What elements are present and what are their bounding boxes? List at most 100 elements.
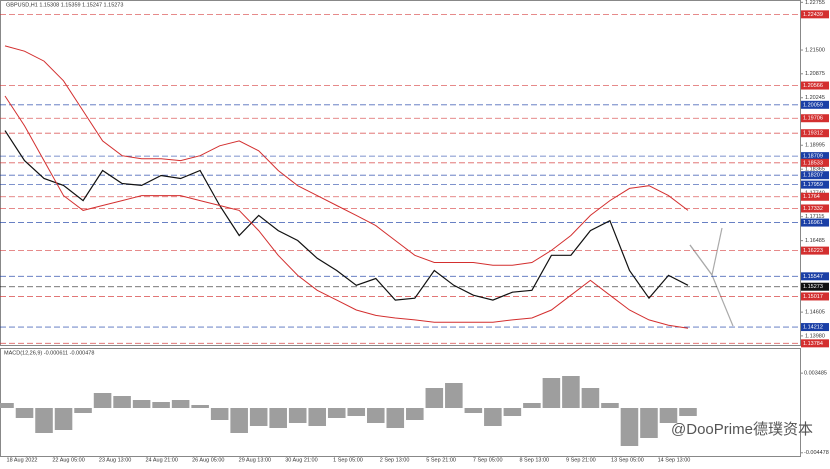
series-line — [4, 95, 689, 329]
level-label: 1.20566 — [803, 83, 823, 89]
level-label: 1.17959 — [803, 182, 823, 188]
histogram-bar — [425, 388, 444, 408]
histogram-bar — [386, 408, 405, 428]
symbol-info: GBPUSD,H1 1.15308 1.15359 1.15247 1.1527… — [6, 2, 123, 8]
x-tick-label: 13 Sep 05:00 — [611, 457, 644, 463]
y-tick-label: 1.18995 — [805, 143, 825, 149]
x-tick-label: 7 Sep 05:00 — [473, 457, 503, 463]
level-tag — [801, 218, 829, 227]
y-tick-label: 1.20875 — [805, 71, 825, 77]
histogram-bar — [249, 408, 268, 426]
y-tick-label: 1.21500 — [805, 47, 825, 53]
level-label: 1.13784 — [803, 341, 823, 347]
histogram-bar — [288, 408, 307, 423]
level-tag — [801, 292, 829, 301]
y-tick-label: 1.18365 — [805, 167, 825, 173]
y-tick-label: 1.13980 — [805, 333, 825, 339]
x-tick-label: 8 Sep 13:00 — [519, 457, 549, 463]
histogram-bar — [484, 408, 502, 426]
level-tag — [801, 323, 829, 332]
y-tick-label: 1.22755 — [805, 0, 825, 6]
histogram-bar — [210, 408, 229, 420]
histogram-bar — [132, 400, 151, 408]
histogram-bar — [581, 388, 600, 408]
x-tick-label: 24 Aug 21:00 — [146, 457, 178, 463]
y-tick-label: 1.17115 — [805, 214, 824, 220]
level-label: 1.15017 — [803, 294, 823, 300]
x-tick-label: 14 Sep 13:00 — [658, 457, 691, 463]
level-tag — [801, 282, 829, 291]
macd-title: MACD(12,26,9) -0.000611 -0.000478 — [4, 350, 94, 356]
level-label: 1.16223 — [803, 248, 823, 254]
histogram-bar — [0, 403, 14, 408]
level-label: 1.16961 — [803, 220, 823, 226]
x-tick-label: 23 Aug 13:00 — [99, 457, 131, 463]
level-tag — [801, 272, 829, 281]
level-label: 1.19312 — [803, 131, 823, 137]
watermark: @DooPrime德璞资本 — [671, 420, 813, 438]
level-tag — [801, 158, 829, 167]
histogram-bar — [230, 408, 248, 433]
histogram-bar — [113, 396, 131, 408]
histogram-bar — [269, 408, 287, 428]
level-label: 1.18709 — [803, 154, 823, 160]
y-tick-label: 1.20245 — [805, 95, 825, 101]
level-label: 1.17332 — [803, 206, 823, 212]
level-tag — [801, 10, 829, 19]
level-tag — [801, 100, 829, 109]
histogram-bar — [562, 376, 580, 408]
arrow-down — [689, 244, 734, 327]
level-tag — [801, 171, 829, 180]
x-tick-label: 1 Sep 05:00 — [333, 457, 363, 463]
histogram-bar — [406, 408, 424, 420]
histogram-bar — [445, 383, 463, 408]
level-label: 1.14212 — [803, 325, 823, 331]
histogram-bar — [679, 408, 697, 416]
x-tick-label: 26 Aug 05:00 — [192, 457, 224, 463]
histogram-bar — [35, 408, 53, 433]
series-line — [4, 130, 689, 301]
y-tick-label: 1.16485 — [805, 238, 825, 244]
level-tag — [801, 114, 829, 123]
y-tick-label: 0.003485 — [804, 371, 827, 377]
level-label: 1.19706 — [803, 116, 823, 122]
forecast-arrows — [689, 227, 734, 327]
x-tick-label: 18 Aug 2022 — [7, 457, 38, 463]
x-tick-label: 30 Aug 21:00 — [285, 457, 317, 463]
level-tag — [801, 339, 829, 348]
y-tick-label: 1.14605 — [805, 310, 825, 316]
histogram-bar — [327, 408, 346, 418]
histogram-bar — [601, 403, 619, 408]
histogram-bar — [659, 408, 678, 423]
level-tag — [801, 81, 829, 90]
histogram-bar — [308, 408, 327, 426]
histogram-bar — [640, 408, 658, 438]
x-tick-label: 9 Sep 21:00 — [566, 457, 596, 463]
histogram-bar — [152, 402, 170, 408]
level-label: 1.18207 — [803, 173, 823, 179]
histogram-bar — [171, 400, 190, 408]
level-label: 1.15273 — [803, 284, 823, 290]
level-tag — [801, 152, 829, 161]
level-tag — [801, 180, 829, 189]
price-panel — [0, 0, 801, 346]
histogram-bar — [191, 405, 209, 408]
histogram-bar — [503, 408, 522, 416]
x-tick-label: 2 Sep 13:00 — [380, 457, 410, 463]
x-tick-label: 5 Sep 21:00 — [426, 457, 456, 463]
histogram-bar — [620, 408, 639, 446]
x-tick-label: 22 Aug 05:00 — [52, 457, 84, 463]
histogram-bar — [366, 408, 385, 423]
level-label: 1.20059 — [803, 102, 823, 108]
histogram-bar — [464, 408, 483, 413]
x-tick-label: 29 Aug 13:00 — [239, 457, 271, 463]
level-tag — [801, 246, 829, 255]
level-label: 1.22439 — [803, 12, 823, 18]
level-label: 1.18533 — [803, 160, 823, 166]
level-label: 1.1764 — [803, 194, 820, 200]
macd-panel — [0, 348, 801, 457]
histogram-bar — [74, 408, 92, 413]
y-tick-label: -0.004478 — [804, 450, 829, 456]
